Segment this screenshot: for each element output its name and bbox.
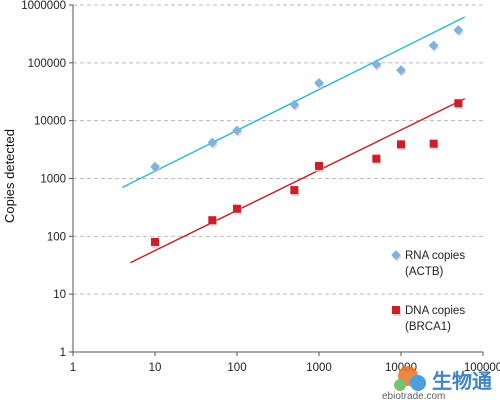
marker-shape xyxy=(208,216,217,225)
data-point-rna xyxy=(453,25,464,37)
legend-label: RNA copies xyxy=(405,250,465,262)
marker-shape xyxy=(392,306,400,314)
marker-shape xyxy=(372,154,381,163)
legend-label: (ACTB) xyxy=(405,266,444,278)
legend-entry-rna: RNA copies (ACTB) xyxy=(391,250,465,278)
watermark-url: ebiotrade.com xyxy=(382,391,445,400)
trendline-dna xyxy=(130,98,466,264)
grid-lines xyxy=(73,4,483,295)
data-points xyxy=(150,25,464,248)
data-point-dna xyxy=(372,154,382,165)
marker-shape xyxy=(396,65,406,75)
marker-shape xyxy=(150,161,160,172)
square-legend-icon xyxy=(392,306,401,316)
marker-shape xyxy=(397,140,405,149)
data-point-rna xyxy=(396,65,407,77)
data-point-dna xyxy=(429,139,439,150)
marker-shape xyxy=(232,125,242,136)
tick-labels: 1 10 100 1000 10000 100000 1000000 1 10 100 1000 10… xyxy=(21,0,500,374)
marker-shape xyxy=(453,25,464,35)
y-tick-label: 1 xyxy=(60,347,66,359)
y-tick-label: 100 xyxy=(47,231,66,243)
data-point-dna xyxy=(233,204,242,215)
data-point-rna xyxy=(150,161,161,174)
data-point-dna xyxy=(315,161,324,172)
marker-shape xyxy=(428,40,439,51)
x-tick-label: 100000 xyxy=(464,362,500,374)
marker-shape xyxy=(315,161,323,170)
trend-lines xyxy=(122,16,466,264)
data-point-rna xyxy=(428,40,440,52)
x-tick-label: 100 xyxy=(227,362,246,374)
marker-shape xyxy=(371,59,382,69)
legend-label: DNA copies xyxy=(405,305,465,317)
legend-label: (BRCA1) xyxy=(405,321,451,333)
data-point-dna xyxy=(290,186,300,197)
marker-shape xyxy=(454,99,463,108)
data-point-dna xyxy=(454,99,464,110)
data-point-dna xyxy=(151,237,160,248)
data-point-dna xyxy=(397,140,406,151)
data-point-rna xyxy=(232,125,243,137)
y-tick-label: 10000 xyxy=(34,116,66,128)
y-tick-label: 1000000 xyxy=(21,0,66,12)
watermark-text: 生物通 xyxy=(432,369,492,393)
y-tick-label: 1000 xyxy=(40,174,66,186)
y-tick-label: 100000 xyxy=(28,58,66,70)
data-point-rna xyxy=(289,99,300,112)
watermark-logo-icon xyxy=(394,366,426,391)
data-point-dna xyxy=(208,216,218,227)
data-point-rna xyxy=(314,78,325,90)
y-tick-label: 10 xyxy=(53,289,66,301)
diamond-legend-icon xyxy=(391,250,402,262)
marker-shape xyxy=(207,137,218,148)
marker-shape xyxy=(314,78,324,88)
marker-shape xyxy=(151,237,159,246)
legend: RNA copies (ACTB) DNA copies (BRCA1) xyxy=(391,250,465,333)
data-point-rna xyxy=(207,137,218,149)
marker-shape xyxy=(391,250,401,260)
y-axis-label: Copies detected xyxy=(2,129,17,223)
marker-shape xyxy=(289,99,300,110)
x-tick-label: 1 xyxy=(70,362,76,374)
data-point-rna xyxy=(371,59,382,71)
marker-shape xyxy=(290,186,299,195)
watermark: 生物通 ebiotrade.com xyxy=(382,366,492,400)
x-tick-label: 1000 xyxy=(306,362,332,374)
x-tick-label: 10 xyxy=(149,362,162,374)
legend-entry-dna: DNA copies (BRCA1) xyxy=(392,305,465,333)
axes xyxy=(69,4,484,356)
marker-shape xyxy=(429,139,438,148)
marker-shape xyxy=(233,204,241,213)
